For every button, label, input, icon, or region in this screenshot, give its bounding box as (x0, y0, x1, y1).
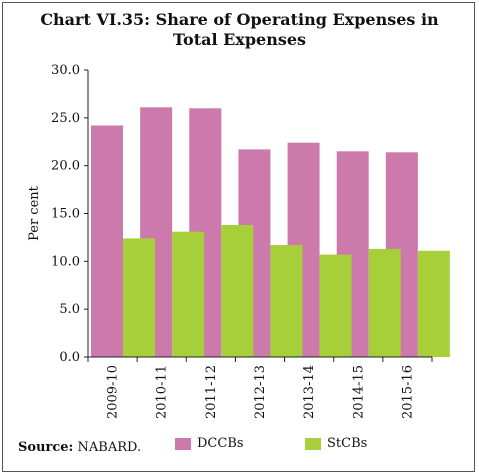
bar-stcbs-2013-14 (319, 254, 352, 357)
x-tick-label: 2013-14 (302, 365, 317, 419)
x-tick-label: 2011-12 (204, 365, 219, 419)
x-tick-label: 2015-16 (400, 365, 415, 419)
bar-stcbs-2012-13 (270, 245, 303, 357)
legend-label-stcbs: StCBs (327, 436, 368, 451)
chart-title: Chart VI.35: Share of Operating Expenses… (0, 10, 479, 50)
y-tick-label: 5.0 (59, 302, 80, 317)
x-tick-label: 2009-10 (106, 365, 121, 419)
chart-title-line1: Chart VI.35: Share of Operating Expenses… (40, 10, 439, 29)
bar-stcbs-2011-12 (221, 224, 254, 357)
bar-stcbs-2014-15 (368, 248, 401, 357)
y-tick-label: 20.0 (51, 159, 80, 174)
x-tick-label: 2012-13 (253, 365, 268, 419)
x-tick-label: 2014-15 (351, 365, 366, 419)
source-label: Source: (18, 440, 74, 455)
y-tick-label: 0.0 (59, 350, 80, 365)
bar-stcbs-2009-10 (123, 238, 155, 357)
bar-stcbs-2015-16 (417, 250, 450, 357)
source-note: Source: NABARD. (18, 440, 141, 455)
y-axis-label: Per cent (27, 185, 42, 241)
legend-swatch-stcbs (305, 437, 321, 450)
legend-item-stcbs: StCBs (305, 436, 367, 451)
chart-title-line2: Total Expenses (172, 30, 307, 49)
source-text: NABARD. (77, 440, 142, 455)
bar-dccbs-2009-10 (91, 125, 123, 357)
bar-stcbs-2010-11 (172, 231, 205, 357)
y-tick-label: 10.0 (51, 254, 80, 269)
x-tick-label: 2010-11 (155, 365, 170, 419)
y-tick-label: 15.0 (51, 207, 80, 222)
legend-swatch-dccbs (175, 437, 191, 450)
y-tick-label: 25.0 (51, 111, 80, 126)
legend-label-dccbs: DCCBs (197, 436, 244, 451)
chart-frame (2, 2, 475, 472)
y-tick-label: 30.0 (51, 63, 80, 78)
legend-item-dccbs: DCCBs (175, 436, 244, 451)
